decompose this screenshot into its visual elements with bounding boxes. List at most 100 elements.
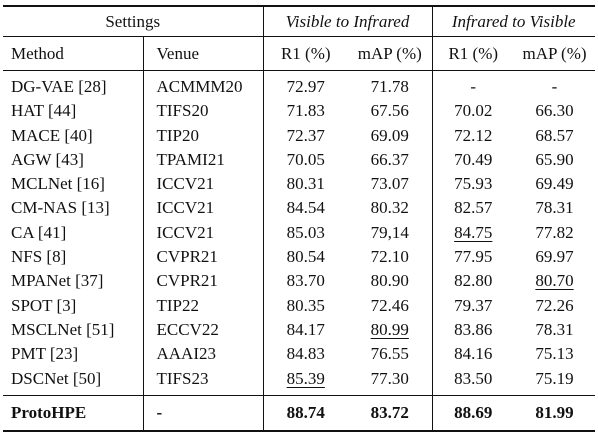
venue-cell-text: TIFS23 [156, 368, 209, 388]
method-cell-text: HAT [44] [11, 101, 77, 121]
venue-cell: ICCV21 [142, 172, 263, 197]
r1-v2i-cell: 70.05 [262, 147, 348, 173]
r1-i2v-cell-text: 82.80 [454, 271, 493, 291]
map-i2v-cell: 75.19 [514, 367, 595, 391]
venue-cell: TIP22 [142, 293, 263, 318]
venue-cell: CVPR21 [142, 269, 263, 294]
header-settings: Settings [3, 5, 263, 37]
map-i2v-cell-text: 68.57 [535, 125, 574, 145]
r1-v2i-cell-text: 80.35 [286, 295, 325, 315]
table-row: MSCLNet [51] ECCV22 84.17 80.99 83.86 78.31 [3, 317, 595, 343]
method-cell-text: CM-NAS [13] [11, 198, 110, 218]
col-header-r1-v2i: R1 (%) [262, 36, 348, 71]
map-v2i-cell: 79,14 [348, 221, 432, 245]
map-v2i-cell: 66.37 [348, 148, 432, 172]
map-v2i-cell-text: 80.99 [370, 319, 409, 339]
method-cell-text: PMT [23] [11, 344, 79, 364]
venue-cell-text: TIFS20 [156, 101, 209, 121]
map-i2v-cell-text: 65.90 [535, 149, 574, 169]
map-v2i-cell: 67.56 [348, 99, 432, 123]
venue-cell: ICCV21 [142, 196, 263, 221]
method-cell: HAT [44] [3, 99, 143, 123]
col-header-map-v2i: mAP (%) [357, 44, 422, 63]
r1-i2v-cell-text: 70.49 [454, 149, 493, 169]
r1-i2v-cell-text: - [470, 77, 477, 96]
map-v2i-cell-text: 77.30 [370, 368, 409, 388]
r1-v2i-cell: 71.83 [262, 99, 348, 124]
header-visible-to-infrared: Visible to Infrared [262, 5, 432, 37]
map-v2i-cell: 76.55 [348, 342, 432, 366]
r1-i2v-cell-text: 70.02 [454, 101, 493, 121]
table-row: MPANet [37] CVPR21 83.70 80.90 82.80 80.70 [3, 269, 595, 294]
header-infrared-to-visible: Infrared to Visible [431, 5, 595, 37]
r1-i2v-cell: 79.37 [431, 293, 514, 318]
venue-cell-text: ECCV22 [156, 319, 219, 339]
map-v2i-cell: 72.46 [348, 294, 432, 318]
r1-v2i-cell: 80.54 [262, 245, 348, 270]
r1-v2i-cell: 84.83 [262, 342, 348, 367]
venue-cell-text: ACMMM20 [156, 77, 243, 96]
method-cell: SPOT [3] [3, 294, 143, 318]
spacer-cell [142, 390, 263, 396]
map-v2i-cell: 72.10 [348, 245, 432, 269]
map-v2i-cell: 80.32 [348, 196, 432, 220]
r1-i2v-cell-text: 77.95 [454, 247, 493, 267]
map-i2v-cell: 66.30 [514, 99, 595, 123]
map-v2i-cell: 80.90 [348, 269, 432, 293]
r1-v2i-cell-text: 88.74 [286, 402, 325, 422]
r1-i2v-cell: 82.57 [431, 196, 514, 221]
method-cell: MSCLNet [51] [3, 318, 143, 342]
map-i2v-cell: 69.49 [514, 172, 595, 196]
map-v2i-cell-text: 67.56 [370, 101, 409, 121]
r1-v2i-cell-text: 71.83 [286, 101, 325, 121]
r1-v2i-cell: 80.35 [262, 293, 348, 318]
r1-v2i-cell: 72.37 [262, 123, 348, 148]
r1-i2v-cell: 72.12 [431, 123, 514, 148]
method-cell: PMT [23] [3, 342, 143, 366]
venue-cell: AAAI23 [142, 342, 263, 367]
method-cell-text: AGW [43] [11, 149, 84, 169]
method-cell: MACE [40] [3, 124, 143, 148]
map-v2i-cell-text: 73.07 [370, 174, 409, 194]
r1-i2v-cell-text: 88.69 [454, 402, 493, 422]
r1-v2i-cell-text: 84.54 [286, 198, 325, 218]
col-header-venue: Venue [142, 36, 263, 71]
spacer-cell [262, 390, 348, 396]
table-row: CA [41] ICCV21 85.03 79,14 84.75 77.82 [3, 220, 595, 246]
map-i2v-cell-text: 78.31 [535, 198, 574, 218]
method-cell: ProtoHPE [3, 394, 143, 432]
table-row: SPOT [3] TIP22 80.35 72.46 79.37 72.26 [3, 293, 595, 318]
map-v2i-cell-text: 80.90 [370, 271, 409, 291]
r1-i2v-cell-text: 83.86 [454, 319, 493, 339]
r1-i2v-cell: 84.16 [431, 342, 514, 367]
r1-i2v-cell: 70.02 [431, 99, 514, 124]
venue-cell: - [142, 394, 263, 432]
r1-i2v-cell: 82.80 [431, 269, 514, 294]
map-v2i-cell: 73.07 [348, 172, 432, 196]
venue-cell: TIFS20 [142, 99, 263, 124]
r1-v2i-cell-text: 85.39 [286, 368, 325, 388]
venue-cell: TPAMI21 [142, 147, 263, 173]
r1-i2v-cell: - [431, 70, 514, 100]
map-v2i-cell-text: 72.46 [370, 295, 409, 315]
method-cell-text: MPANet [37] [11, 271, 104, 291]
map-v2i-cell: 69.09 [348, 124, 432, 148]
table-row: AGW [43] TPAMI21 70.05 66.37 70.49 65.90 [3, 147, 595, 173]
map-i2v-cell: - [514, 70, 595, 100]
spacer-row [3, 390, 595, 396]
r1-i2v-cell: 84.75 [431, 220, 514, 246]
method-cell: MPANet [37] [3, 269, 143, 293]
r1-v2i-cell-text: 85.03 [286, 222, 325, 242]
map-v2i-cell: 77.30 [348, 367, 432, 391]
method-cell-text: DSCNet [50] [11, 368, 102, 388]
r1-v2i-cell: 88.74 [262, 394, 348, 432]
method-cell-text: SPOT [3] [11, 295, 77, 315]
venue-cell-text: ICCV21 [156, 174, 215, 194]
venue-cell-text: TPAMI21 [156, 149, 225, 169]
r1-i2v-cell-text: 83.50 [454, 368, 493, 388]
map-v2i-cell-text: 83.72 [370, 402, 409, 422]
method-cell: DG-VAE [28] [3, 70, 143, 100]
method-cell-text: MACE [40] [11, 125, 93, 145]
method-cell-text: DG-VAE [28] [11, 77, 107, 96]
